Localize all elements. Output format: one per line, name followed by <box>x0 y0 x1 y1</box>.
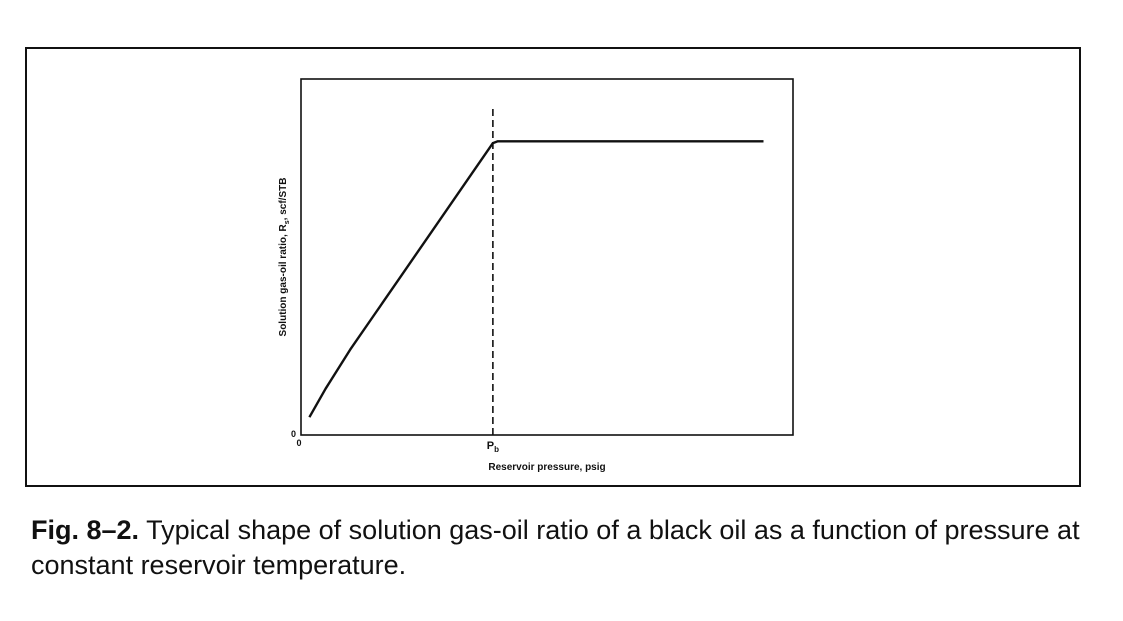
figure-caption-label: Fig. 8–2. <box>31 515 140 545</box>
bubble-point-label-main: P <box>487 440 494 452</box>
y-tick-label-origin: 0 <box>291 429 296 439</box>
series-line-solution-gor <box>308 140 764 418</box>
y-axis-label-main: Solution gas-oil ratio, R <box>278 223 289 336</box>
x-tick-label-origin: 0 <box>296 438 301 448</box>
figure-frame <box>25 47 1081 487</box>
figure-caption-text: Typical shape of solution gas-oil ratio … <box>31 515 1080 580</box>
y-axis-label: Solution gas-oil ratio, Rs, scf/STB <box>278 178 291 337</box>
bubble-point-label-subscript: b <box>494 445 499 454</box>
figure-caption: Fig. 8–2. Typical shape of solution gas-… <box>31 513 1111 583</box>
x-tick-label-bubble-point: Pb <box>487 440 499 454</box>
y-axis-label-units: , scf/STB <box>278 178 289 221</box>
y-axis-label-subscript: s <box>284 220 291 224</box>
chart: 0 0 Pb Reservoir pressure, psig Solution… <box>278 78 794 473</box>
plot-area <box>300 78 794 436</box>
x-axis-label: Reservoir pressure, psig <box>488 462 605 473</box>
